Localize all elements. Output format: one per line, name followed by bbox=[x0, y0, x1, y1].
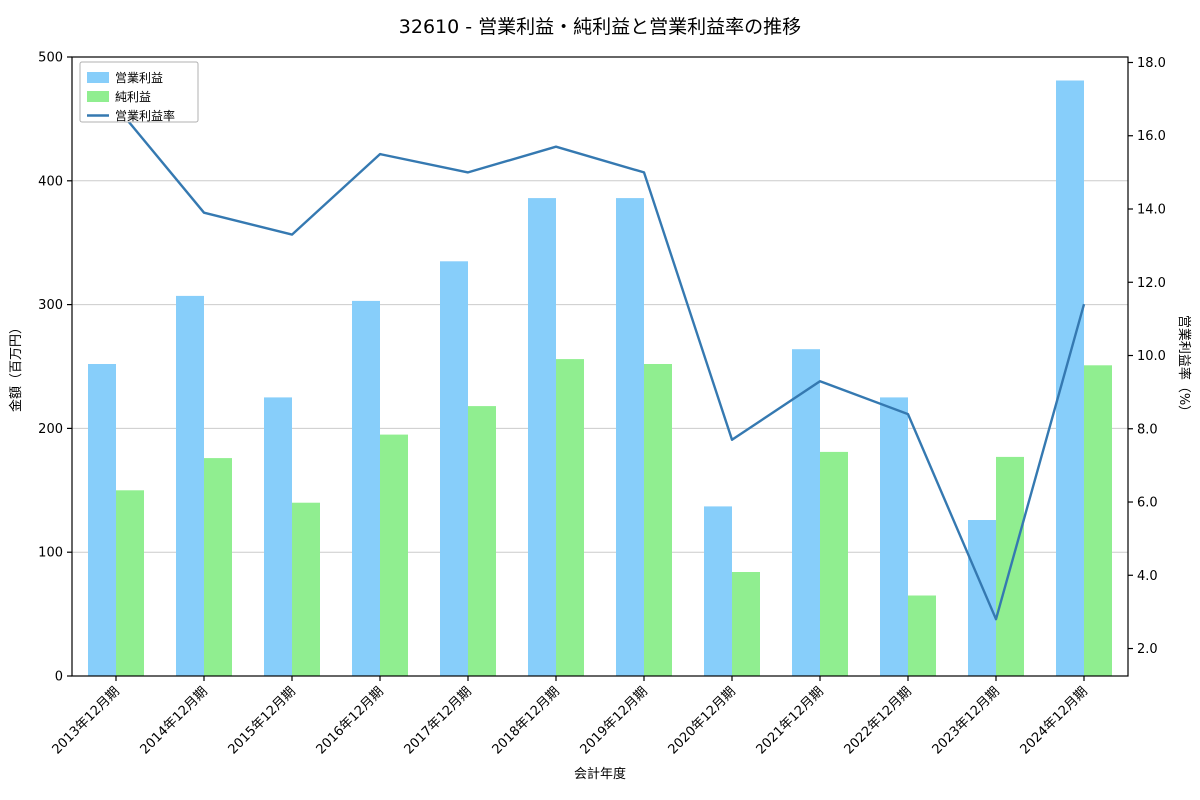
svg-text:2.0: 2.0 bbox=[1137, 642, 1158, 657]
x-axis: 2013年12月期 2014年12月期 2015年12月期 2016年12月期 2017… bbox=[50, 676, 1091, 758]
bar bbox=[116, 490, 144, 676]
svg-text:2022年12月期: 2022年12月期 bbox=[842, 684, 915, 757]
bar bbox=[556, 359, 584, 676]
bar bbox=[176, 295, 204, 676]
bar bbox=[880, 397, 908, 676]
svg-text:500: 500 bbox=[38, 51, 63, 66]
bar bbox=[908, 595, 936, 676]
y-axis-right-label: 営業利益率（%） bbox=[1176, 315, 1192, 418]
legend-operating-profit-swatch bbox=[87, 72, 109, 83]
bars-operating-profit bbox=[88, 80, 1084, 676]
bar bbox=[264, 397, 292, 676]
svg-text:2023年12月期: 2023年12月期 bbox=[930, 684, 1003, 757]
svg-text:2016年12月期: 2016年12月期 bbox=[314, 684, 387, 757]
x-axis-label: 会計年度 bbox=[574, 766, 626, 782]
bar bbox=[792, 349, 820, 676]
y-axis-left: 0 100 200 300 400 500 bbox=[38, 51, 72, 685]
bar bbox=[1084, 365, 1112, 676]
bar bbox=[644, 364, 672, 676]
svg-text:2019年12月期: 2019年12月期 bbox=[578, 684, 651, 757]
legend-net-profit-label: 純利益 bbox=[115, 90, 151, 104]
y-axis-right: 2.0 4.0 6.0 8.0 10.0 12.0 14.0 16.0 18.0 bbox=[1128, 56, 1166, 657]
bar bbox=[968, 520, 996, 676]
bar bbox=[352, 300, 380, 676]
legend-net-profit-swatch bbox=[87, 91, 109, 102]
svg-text:18.0: 18.0 bbox=[1137, 56, 1166, 71]
svg-text:400: 400 bbox=[38, 174, 63, 189]
svg-text:2017年12月期: 2017年12月期 bbox=[402, 684, 475, 757]
plot-frame bbox=[71, 56, 1129, 677]
legend-operating-margin-label: 営業利益率 bbox=[115, 108, 175, 123]
line-operating-margin bbox=[115, 105, 1086, 621]
svg-text:16.0: 16.0 bbox=[1137, 129, 1166, 144]
bar bbox=[292, 502, 320, 676]
svg-text:0: 0 bbox=[55, 670, 63, 685]
svg-text:2015年12月期: 2015年12月期 bbox=[226, 684, 299, 757]
svg-text:200: 200 bbox=[38, 422, 63, 437]
bar bbox=[440, 261, 468, 676]
y-axis-left-label: 金額（百万円） bbox=[8, 321, 24, 412]
svg-text:300: 300 bbox=[38, 298, 63, 313]
bar bbox=[616, 198, 644, 676]
svg-text:12.0: 12.0 bbox=[1137, 276, 1166, 291]
bars-net-profit bbox=[116, 359, 1112, 676]
bar bbox=[204, 458, 232, 676]
svg-text:100: 100 bbox=[38, 546, 63, 561]
svg-text:4.0: 4.0 bbox=[1137, 569, 1158, 584]
svg-text:2020年12月期: 2020年12月期 bbox=[666, 684, 739, 757]
chart-title: 32610 - 営業利益・純利益と営業利益率の推移 bbox=[398, 16, 802, 38]
svg-text:14.0: 14.0 bbox=[1137, 203, 1166, 218]
svg-text:2021年12月期: 2021年12月期 bbox=[754, 684, 827, 757]
svg-text:2014年12月期: 2014年12月期 bbox=[138, 684, 211, 757]
bar bbox=[468, 406, 496, 676]
bar bbox=[820, 451, 848, 676]
svg-text:6.0: 6.0 bbox=[1137, 496, 1158, 511]
svg-text:2013年12月期: 2013年12月期 bbox=[50, 684, 123, 757]
bar bbox=[88, 364, 116, 676]
bar bbox=[528, 198, 556, 676]
bar bbox=[1056, 80, 1084, 676]
bar bbox=[704, 506, 732, 676]
bar bbox=[732, 572, 760, 676]
bar bbox=[380, 434, 408, 676]
svg-text:2024年12月期: 2024年12月期 bbox=[1018, 684, 1091, 757]
svg-text:2018年12月期: 2018年12月期 bbox=[490, 684, 563, 757]
legend-operating-profit-label: 営業利益 bbox=[115, 71, 163, 85]
svg-text:8.0: 8.0 bbox=[1137, 422, 1158, 437]
svg-text:10.0: 10.0 bbox=[1137, 349, 1166, 364]
